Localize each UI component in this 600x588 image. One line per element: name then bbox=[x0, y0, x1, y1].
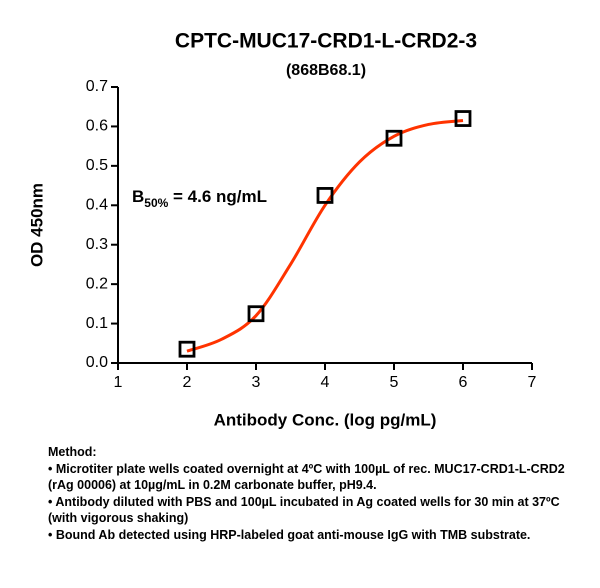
x-tick-label: 2 bbox=[183, 374, 192, 391]
chart-subtitle: (868B68.1) bbox=[286, 62, 366, 79]
y-tick-label: 0.2 bbox=[86, 275, 108, 292]
chart-title: CPTC-MUC17-CRD1-L-CRD2-3 bbox=[175, 30, 477, 53]
method-item: • Bound Ab detected using HRP-labeled go… bbox=[48, 527, 531, 542]
method-item: • Antibody diluted with PBS and 100µL in… bbox=[48, 494, 560, 526]
chart: CPTC-MUC17-CRD1-L-CRD2-3 (868B68.1) Anti… bbox=[27, 30, 537, 430]
x-tick-label: 1 bbox=[114, 374, 123, 391]
method-item: • Microtiter plate wells coated overnigh… bbox=[48, 461, 565, 493]
y-tick-label: 0.1 bbox=[86, 315, 108, 332]
y-tick-label: 0.3 bbox=[86, 236, 108, 253]
method-heading: Method: bbox=[48, 445, 97, 459]
annotation-rest: = 4.6 ng/mL bbox=[168, 187, 267, 206]
y-tick-label: 0.5 bbox=[86, 157, 108, 174]
y-tick-label: 0.6 bbox=[86, 118, 108, 135]
data-point bbox=[316, 187, 334, 204]
x-tick-label: 3 bbox=[252, 374, 261, 391]
x-tick-label: 5 bbox=[390, 374, 399, 391]
method: Method: • Microtiter plate wells coated … bbox=[48, 444, 568, 543]
x-tick-label: 6 bbox=[459, 374, 468, 391]
annotation-subscript: 50% bbox=[144, 196, 168, 210]
fit-curve bbox=[186, 119, 464, 353]
y-tick-label: 0.4 bbox=[86, 197, 108, 214]
annotation: B50% = 4.6 ng/mL bbox=[132, 187, 267, 210]
data-point bbox=[178, 340, 196, 358]
x-axis-label: Antibody Conc. (log pg/mL) bbox=[214, 410, 437, 429]
data-point bbox=[454, 110, 472, 127]
data-point bbox=[385, 129, 403, 147]
annotation-text: B bbox=[132, 187, 144, 206]
x-tick-label: 7 bbox=[528, 374, 537, 391]
y-tick-label: 0.0 bbox=[86, 354, 108, 371]
data-point bbox=[247, 305, 265, 323]
x-tick-label: 4 bbox=[321, 374, 330, 391]
y-tick-label: 0.7 bbox=[86, 78, 108, 95]
y-axis-label: OD 450nm bbox=[27, 183, 46, 267]
